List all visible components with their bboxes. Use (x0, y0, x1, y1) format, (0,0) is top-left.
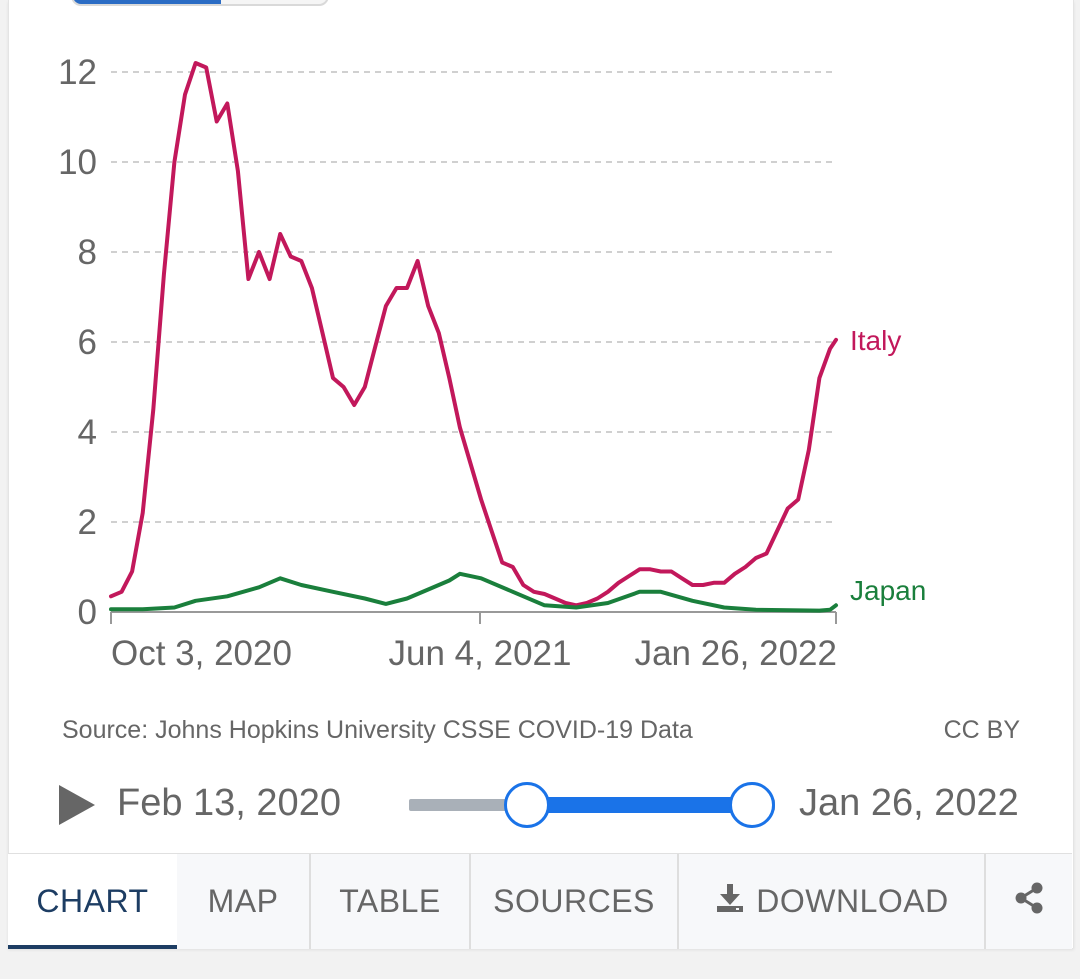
tab-label: TABLE (339, 883, 441, 919)
top-toggle-selected[interactable] (73, 0, 221, 4)
slider-selected-range (526, 797, 752, 813)
series-label-italy: Italy (850, 325, 901, 356)
y-tick-label: 2 (78, 503, 97, 542)
line-chart: 0 2 4 6 8 10 12 Oct 3, 2020 Jun 4, 2021 Jan 26, … (58, 53, 926, 673)
tab-sources[interactable]: SOURCES (471, 854, 679, 949)
source-note: Source: Johns Hopkins University CSSE CO… (62, 716, 693, 744)
tab-table[interactable]: TABLE (311, 854, 471, 949)
tab-label: DOWNLOAD (756, 883, 949, 919)
tab-label: SOURCES (493, 883, 655, 919)
tab-label: CHART (36, 883, 149, 919)
x-tick-label: Oct 3, 2020 (111, 634, 292, 673)
download-icon (714, 882, 746, 922)
chart-card: 0 2 4 6 8 10 12 Oct 3, 2020 Jun 4, 2021 Jan 26, … (8, 0, 1074, 948)
series-line-japan[interactable] (109, 571, 838, 613)
y-tick-label: 12 (58, 53, 97, 92)
series-line-italy[interactable] (109, 61, 838, 608)
tab-bar: CHART MAP TABLE SOURCES DOWNLOAD (8, 853, 1072, 949)
play-icon (59, 785, 95, 825)
x-tick-label: Jan 26, 2022 (635, 634, 837, 673)
y-tick-label: 4 (78, 413, 97, 452)
slider-start-handle[interactable] (504, 782, 551, 828)
play-button[interactable] (57, 783, 97, 827)
license-link[interactable]: CC BY (943, 716, 1020, 744)
y-tick-label: 6 (78, 323, 97, 362)
tab-chart[interactable]: CHART (8, 854, 177, 949)
tab-label: MAP (207, 883, 279, 919)
series-label-japan: Japan (850, 575, 926, 606)
y-tick-label: 8 (78, 233, 97, 272)
tab-share[interactable] (986, 854, 1072, 949)
tab-map[interactable]: MAP (177, 854, 311, 949)
timeline-start-date: Feb 13, 2020 (117, 782, 341, 824)
slider-end-handle[interactable] (729, 782, 776, 828)
y-tick-label: 10 (58, 143, 97, 182)
x-tick-label: Jun 4, 2021 (389, 634, 572, 673)
timeline-slider[interactable] (409, 782, 776, 828)
timeline-end-date: Jan 26, 2022 (799, 782, 1019, 824)
share-icon (1013, 881, 1045, 923)
y-tick-label: 0 (78, 593, 97, 632)
tab-download[interactable]: DOWNLOAD (679, 854, 986, 949)
